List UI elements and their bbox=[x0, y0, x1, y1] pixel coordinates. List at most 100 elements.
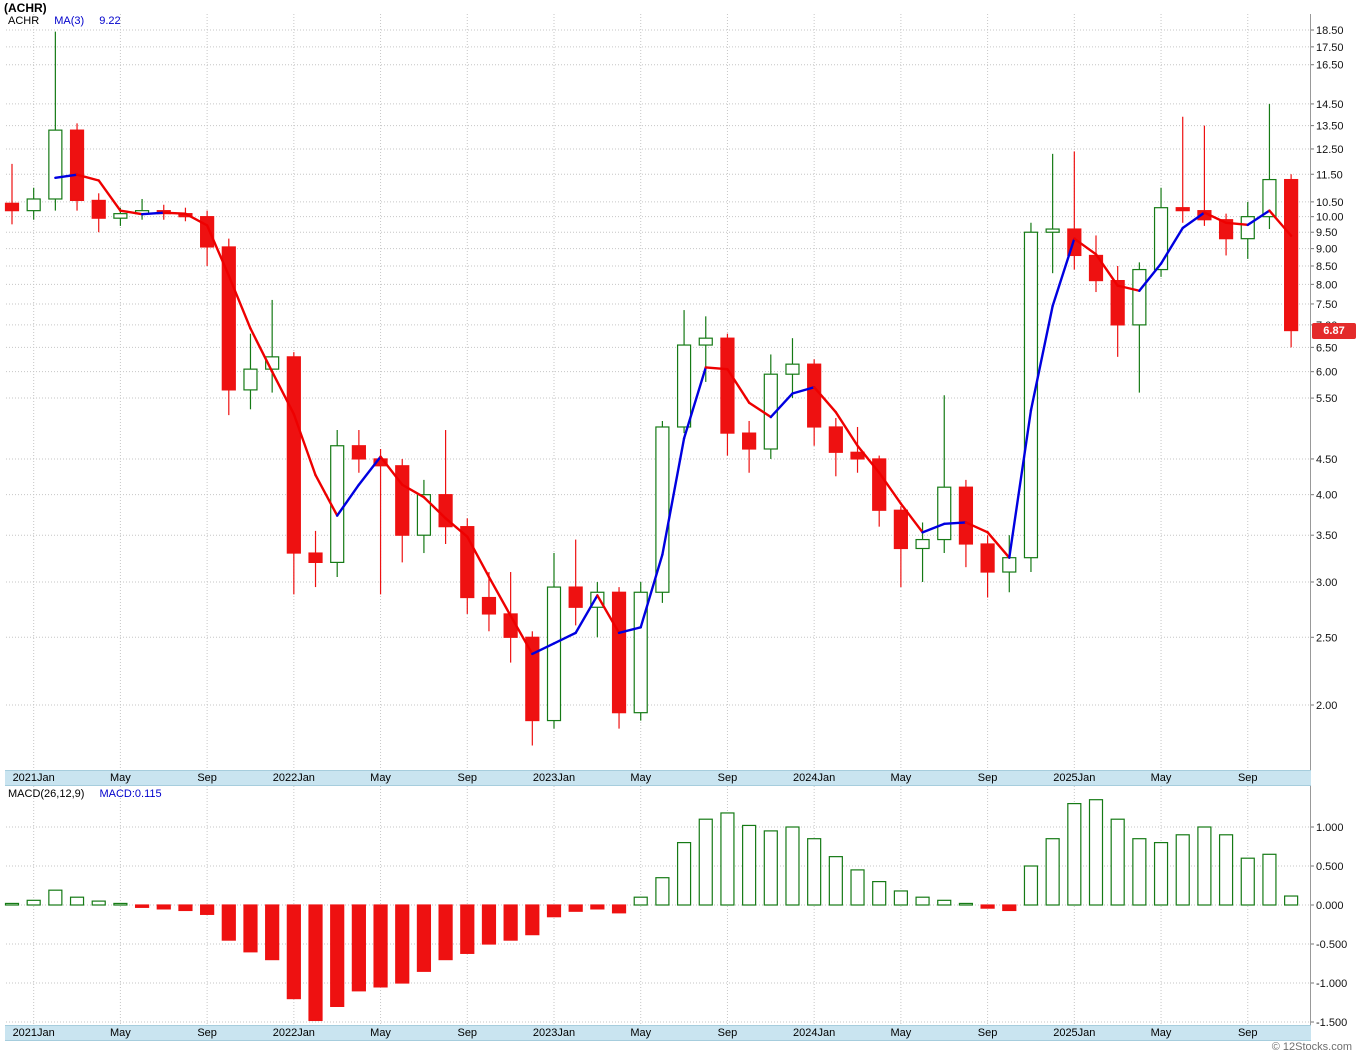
last-price-tag: 6.87 bbox=[1312, 322, 1356, 339]
candle-body bbox=[221, 246, 236, 391]
x-axis-label: 2022Jan bbox=[272, 1027, 315, 1039]
macd-bar bbox=[200, 904, 215, 915]
ma-line-segment bbox=[1051, 237, 1076, 308]
x-axis-label: 2021Jan bbox=[12, 772, 55, 784]
price-axis-label: 4.00 bbox=[1316, 490, 1337, 502]
macd-bar bbox=[611, 904, 627, 914]
candle-body bbox=[568, 586, 583, 608]
macd-bar bbox=[178, 904, 193, 912]
ma-line-segment bbox=[617, 626, 642, 635]
price-axis-label: 2.50 bbox=[1316, 632, 1337, 644]
candle-body bbox=[828, 426, 843, 453]
window-title: (ACHR) bbox=[4, 1, 47, 15]
price-axis-label: 3.00 bbox=[1316, 577, 1337, 589]
macd-bar bbox=[481, 904, 497, 945]
x-axis-label: May bbox=[370, 1027, 391, 1039]
ma-line-segment bbox=[834, 410, 859, 447]
candle-body bbox=[590, 591, 605, 608]
candle-body bbox=[1153, 207, 1169, 271]
price-axis-label: 14.50 bbox=[1316, 99, 1344, 111]
ma-line-segment bbox=[336, 483, 361, 517]
macd-bar bbox=[1023, 865, 1039, 906]
ma-line-segment bbox=[162, 211, 187, 215]
price-axis-label: 2.00 bbox=[1316, 700, 1337, 712]
macd-bar bbox=[286, 904, 301, 1000]
candle-body bbox=[308, 552, 323, 563]
x-axis-label: Sep bbox=[1237, 1027, 1258, 1039]
x-axis-label: May bbox=[1150, 1027, 1172, 1039]
x-axis-label: May bbox=[370, 772, 391, 784]
ma-line-segment bbox=[747, 401, 772, 419]
macd-bar bbox=[1153, 841, 1169, 906]
ma-line-segment bbox=[1268, 209, 1293, 237]
price-axis-label: 18.50 bbox=[1316, 25, 1344, 37]
ma-line-segment bbox=[184, 212, 209, 227]
candle-body bbox=[1175, 207, 1190, 212]
macd-bar bbox=[807, 838, 822, 906]
x-axis-label: 2021Jan bbox=[12, 1027, 55, 1039]
macd-bar bbox=[1175, 834, 1190, 906]
x-axis-label: Sep bbox=[1237, 772, 1258, 784]
candle-body bbox=[980, 543, 995, 573]
macd-bar bbox=[48, 889, 63, 906]
ma-line-segment bbox=[726, 367, 751, 404]
price-axis-label: 17.50 bbox=[1316, 42, 1344, 54]
candle-body bbox=[48, 129, 63, 200]
price-legend: ACHR MA(3) 9.22 bbox=[8, 15, 121, 27]
price-axis-label: 8.50 bbox=[1316, 261, 1337, 273]
ma-line-segment bbox=[1008, 409, 1033, 559]
price-axis-label: 10.00 bbox=[1316, 212, 1344, 224]
x-axis-label: May bbox=[630, 1027, 652, 1039]
ma-line-segment bbox=[943, 521, 968, 526]
macd-bar bbox=[395, 904, 410, 984]
ma-line-segment bbox=[791, 386, 816, 395]
price-axis-label: 8.00 bbox=[1316, 279, 1337, 291]
ma-line-segment bbox=[119, 209, 144, 216]
price-axis-label: 5.50 bbox=[1316, 393, 1337, 405]
macd-bar bbox=[915, 896, 930, 906]
x-axis-label: 2022Jan bbox=[272, 772, 315, 784]
ma-line-segment bbox=[1246, 209, 1271, 227]
candle-body bbox=[785, 363, 800, 375]
macd-bar bbox=[91, 900, 106, 906]
ma-line-segment bbox=[1159, 226, 1184, 265]
macd-bar bbox=[828, 856, 843, 906]
legend-ma-value: 9.22 bbox=[99, 15, 121, 27]
ma-line-segment bbox=[986, 531, 1011, 559]
candle-body bbox=[1218, 219, 1234, 240]
macd-bar bbox=[26, 899, 41, 906]
candle-body bbox=[807, 363, 822, 428]
macd-bar bbox=[655, 877, 670, 906]
macd-bar bbox=[525, 904, 540, 936]
macd-bar bbox=[850, 869, 865, 906]
ma-line-segment bbox=[249, 327, 274, 373]
ma-line-segment bbox=[1224, 221, 1249, 227]
macd-bar bbox=[373, 904, 388, 988]
candle-body bbox=[525, 636, 540, 722]
x-axis-strip-price: 2021Jan May Sep 2022Jan May Sep 2023Jan May Sep 2… bbox=[5, 770, 1311, 786]
price-axis-label: 6.50 bbox=[1316, 342, 1337, 354]
x-axis-label: May bbox=[890, 772, 912, 784]
macd-bar bbox=[590, 904, 605, 910]
candle-body bbox=[1045, 228, 1060, 233]
macd-axis-label: -1.000 bbox=[1316, 978, 1347, 990]
macd-bar bbox=[980, 904, 995, 909]
macd-bar bbox=[330, 904, 345, 1008]
candle-body bbox=[633, 591, 648, 714]
macd-bar bbox=[1088, 799, 1104, 906]
ma-line-segment bbox=[878, 471, 903, 505]
macd-bar bbox=[308, 904, 323, 1022]
macd-bar bbox=[872, 880, 887, 906]
candle-body bbox=[113, 213, 128, 219]
candle-body bbox=[1262, 178, 1277, 218]
macd-axis-label: -1.500 bbox=[1316, 1017, 1347, 1029]
ma-line-segment bbox=[379, 455, 404, 486]
macd-bar bbox=[742, 824, 757, 906]
macd-bar bbox=[568, 904, 583, 912]
x-axis-label: May bbox=[630, 772, 652, 784]
x-axis-label: Sep bbox=[977, 772, 998, 784]
x-axis-label: Sep bbox=[197, 1027, 217, 1039]
x-axis-label: May bbox=[110, 772, 131, 784]
ma-line-segment bbox=[1181, 211, 1206, 230]
